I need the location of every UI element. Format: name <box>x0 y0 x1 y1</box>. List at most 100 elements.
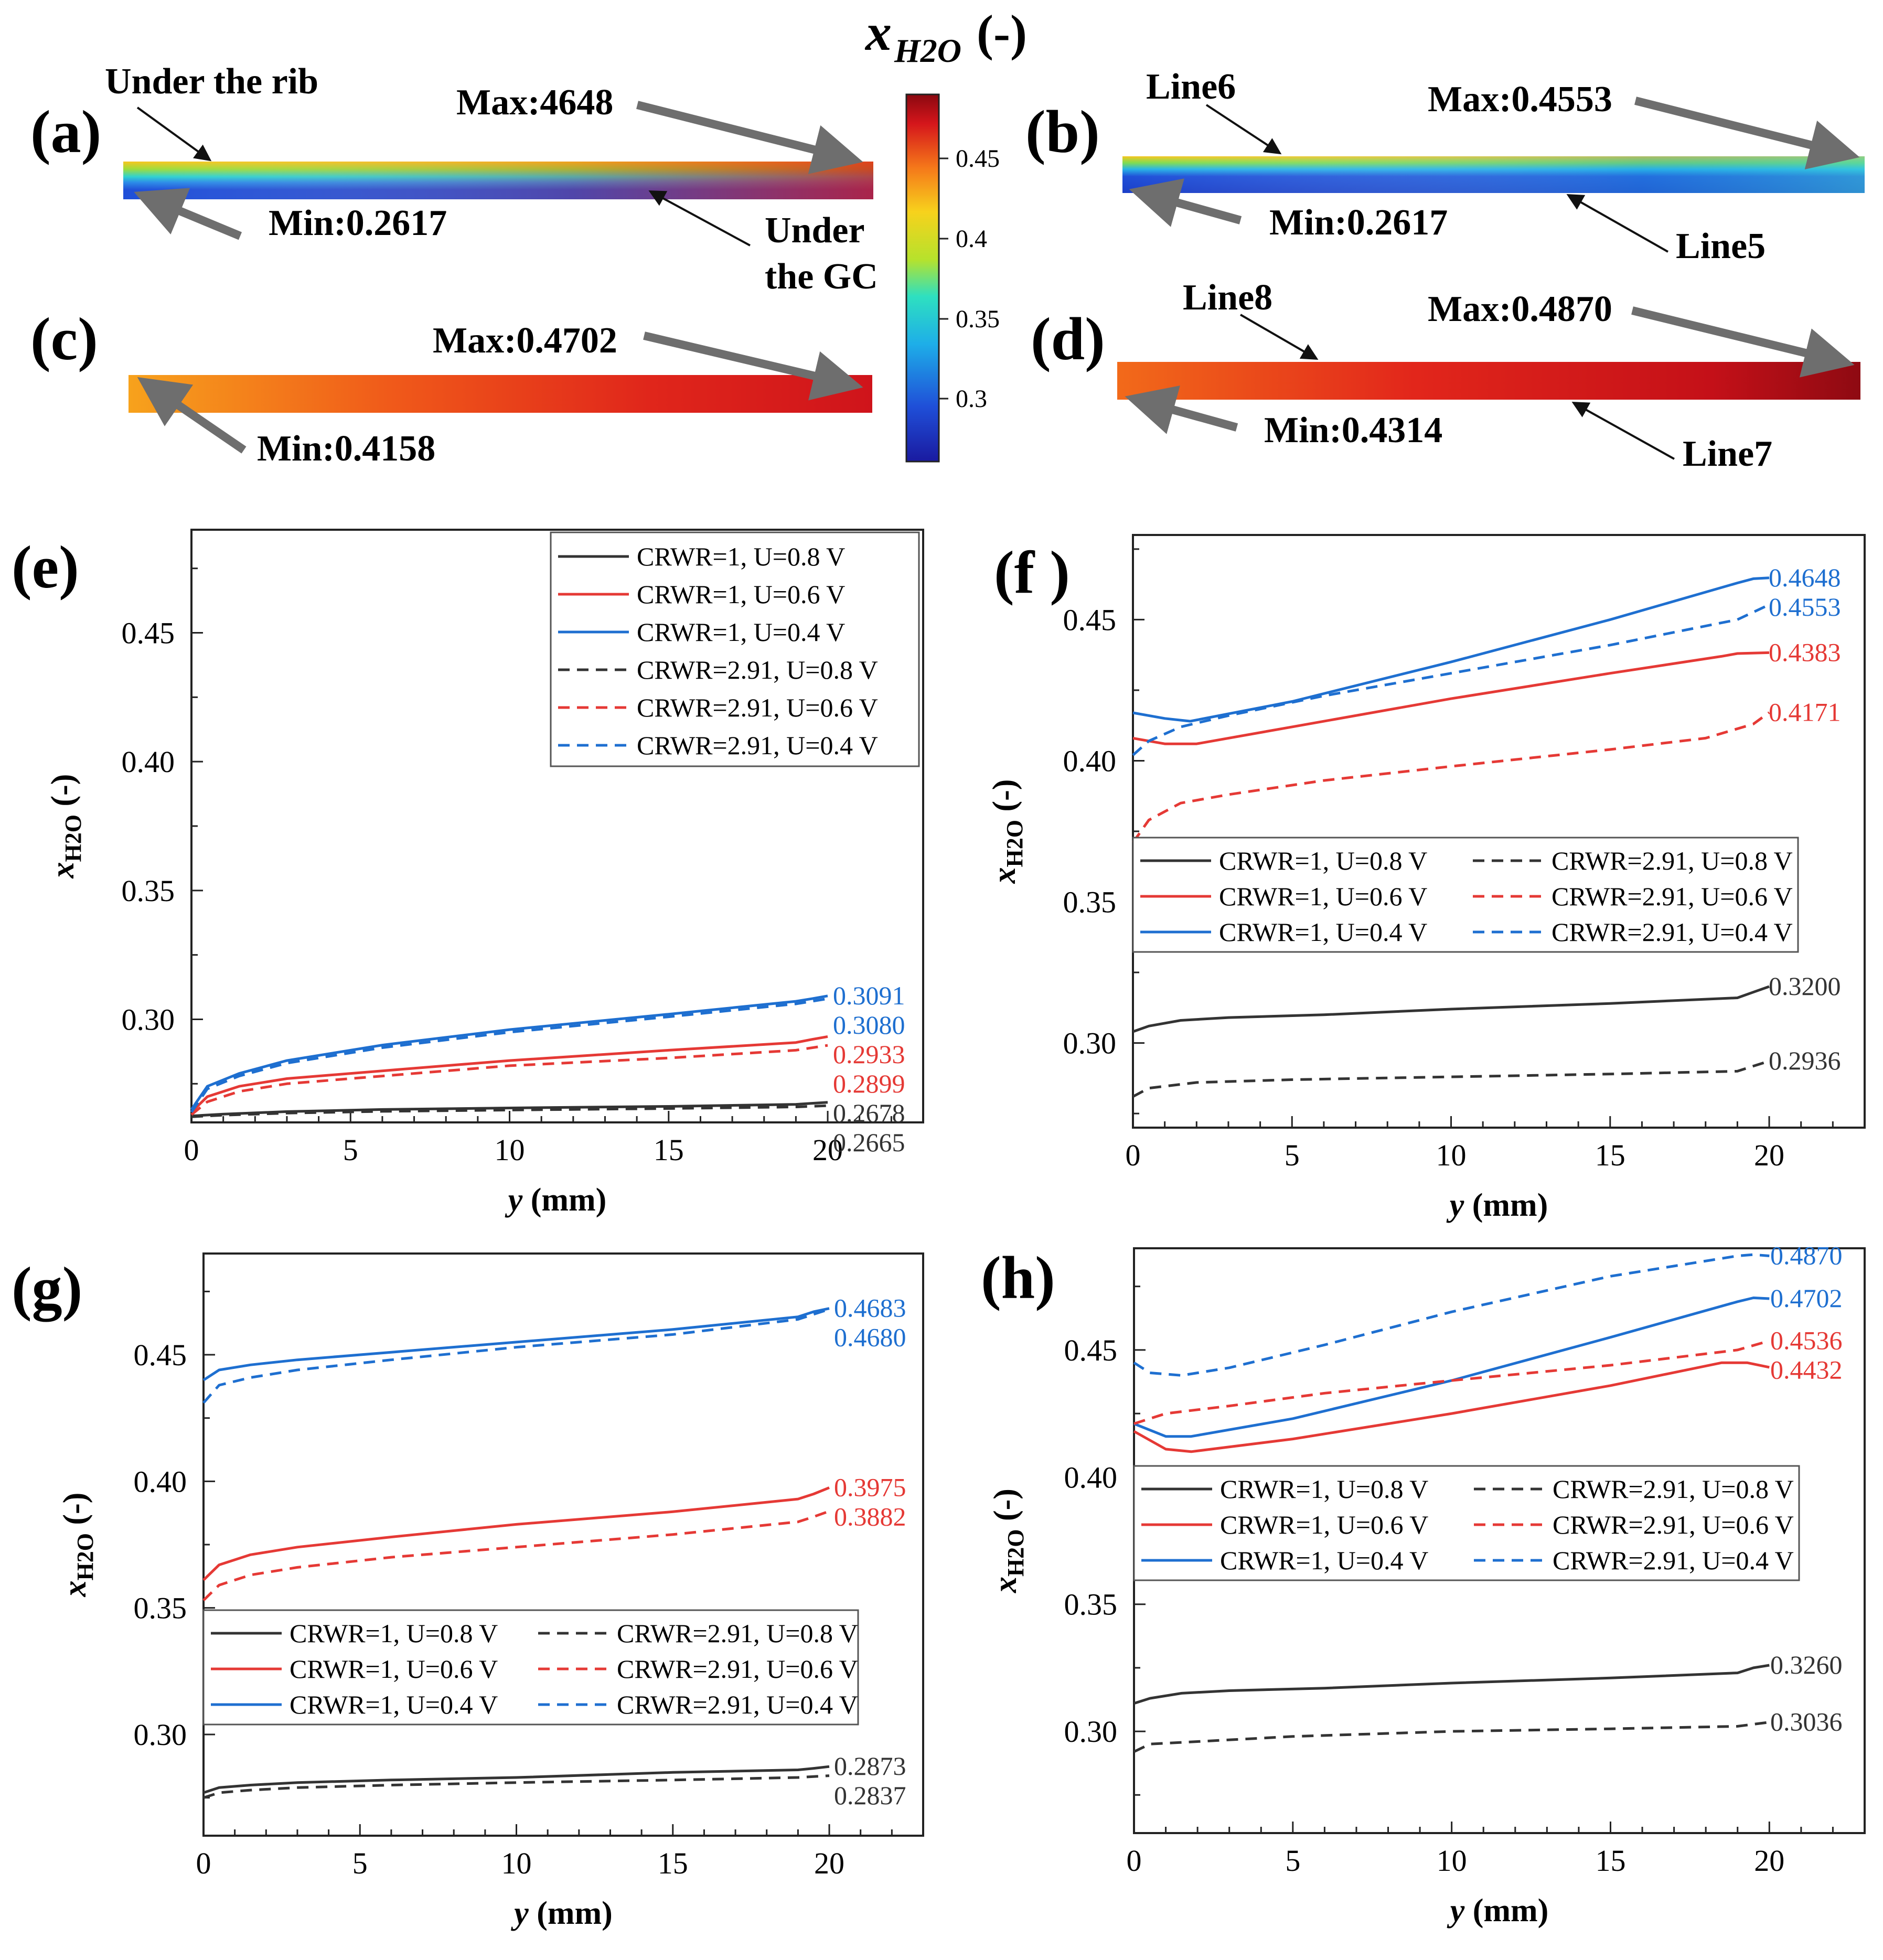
legend-label: CRWR=2.91, U=0.8 V <box>1553 1474 1794 1504</box>
contour-panel-a: (a) Under the rib Max:4648 Min:0.2617 Un… <box>30 61 878 297</box>
x-axis-label: y (mm) <box>1447 1893 1549 1929</box>
end-value-label: 0.3882 <box>834 1502 906 1531</box>
panel-label-d: (d) <box>1031 306 1105 373</box>
min-arrow <box>1129 178 1242 227</box>
max-arrow <box>643 331 863 401</box>
series-line <box>190 1035 828 1113</box>
contour-b-min: Min:0.2617 <box>1269 202 1448 243</box>
max-arrow <box>1634 97 1860 169</box>
contour-c-max: Max:0.4702 <box>433 320 617 361</box>
series-line <box>1132 576 1770 723</box>
panel-label-c: (c) <box>30 306 98 373</box>
y-tick-label: 0.30 <box>134 1718 187 1752</box>
end-value-label: 0.4432 <box>1770 1355 1843 1384</box>
x-tick-label: 10 <box>501 1846 532 1880</box>
contour-d-min: Min:0.4314 <box>1264 410 1442 451</box>
series-line <box>203 1774 830 1799</box>
end-value-label: 0.2837 <box>834 1781 906 1810</box>
chart-f: (f ) 0 5 10 15 20 0.30 0.35 0.40 0.45 y (mm) xH2O (… <box>987 534 1866 1223</box>
x-tick-label: 15 <box>1595 1844 1625 1878</box>
end-value-label: 0.4702 <box>1770 1283 1843 1313</box>
y-tick-label: 0.35 <box>134 1591 187 1625</box>
y-tick-label: 0.30 <box>1063 1026 1117 1061</box>
x-tick-label: 0 <box>196 1846 211 1880</box>
y-tick-label: 0.35 <box>122 874 175 908</box>
legend-label: CRWR=1, U=0.8 V <box>1219 846 1427 875</box>
contour-strip-d <box>1117 362 1860 400</box>
x-tick-label: 20 <box>1754 1138 1784 1172</box>
pointer-line <box>1205 104 1282 155</box>
colorbar-tick-label: 0.35 <box>956 305 1000 333</box>
colorbar-title-unit: (-) <box>977 5 1027 61</box>
end-value-label: 0.4383 <box>1769 637 1841 667</box>
series-line <box>202 1308 830 1404</box>
x-tick-label: 15 <box>658 1846 688 1880</box>
colorbar-tick-label: 0.3 <box>956 385 987 413</box>
legend-label: CRWR=1, U=0.4 V <box>290 1690 498 1719</box>
end-value-label: 0.3200 <box>1769 971 1841 1001</box>
legend-label: CRWR=2.91, U=0.4 V <box>637 731 878 760</box>
y-axis-label: xH2O (-) <box>57 1493 98 1598</box>
contour-strip-b-shade <box>1122 156 1865 193</box>
x-tick-label: 20 <box>814 1846 844 1880</box>
pointer-line <box>136 106 212 162</box>
contour-d-bottom-note: Line7 <box>1683 434 1772 474</box>
x-tick-label: 5 <box>343 1133 358 1167</box>
series-line <box>191 1101 828 1118</box>
legend-label: CRWR=2.91, U=0.8 V <box>617 1619 858 1648</box>
contour-panel-c: (c) Max:0.4702 Min:0.4158 <box>30 306 872 469</box>
pointer-line <box>1239 314 1319 360</box>
contour-panel-b: (b) Line6 Max:0.4553 Min:0.2617 Line5 <box>1025 67 1865 266</box>
x-axis-label: y (mm) <box>1446 1187 1548 1223</box>
legend-label: CRWR=2.91, U=0.6 V <box>1552 882 1793 911</box>
x-tick-label: 15 <box>654 1133 684 1167</box>
legend-label: CRWR=2.91, U=0.8 V <box>637 655 878 684</box>
y-tick-label: 0.35 <box>1064 1588 1118 1622</box>
contour-d-top-note: Line8 <box>1183 277 1272 318</box>
series-line <box>191 1104 828 1118</box>
legend-label: CRWR=1, U=0.4 V <box>1220 1546 1428 1575</box>
series-line <box>1132 603 1770 756</box>
min-arrow <box>1125 385 1238 434</box>
end-value-label: 0.4536 <box>1770 1325 1843 1355</box>
legend-label: CRWR=2.91, U=0.4 V <box>1553 1546 1794 1575</box>
x-tick-label: 10 <box>1437 1844 1467 1878</box>
pointer-line <box>1571 402 1675 460</box>
contour-strip-a-shade <box>123 162 873 199</box>
end-value-label: 0.4680 <box>834 1323 906 1352</box>
end-value-label: 0.3975 <box>834 1472 906 1502</box>
x-tick-label: 0 <box>1126 1138 1141 1172</box>
y-axis-label: xH2O (-) <box>988 1488 1029 1593</box>
legend-label: CRWR=1, U=0.8 V <box>637 542 845 571</box>
contour-a-max: Max:4648 <box>456 82 613 123</box>
end-value-label: 0.2899 <box>833 1069 905 1098</box>
x-tick-label: 0 <box>184 1133 199 1167</box>
y-axis-label: xH2O (-) <box>987 779 1028 884</box>
panel-label: (g) <box>12 1255 82 1322</box>
panel-label: (h) <box>981 1245 1055 1312</box>
series-line <box>1133 1361 1770 1453</box>
series-line <box>1133 1721 1770 1753</box>
colorbar-title: x <box>864 3 892 61</box>
series-line <box>1133 1664 1770 1705</box>
series-line <box>203 1765 830 1794</box>
contour-c-min: Min:0.4158 <box>257 429 435 469</box>
series-line <box>202 1509 830 1601</box>
x-tick-label: 5 <box>352 1846 368 1880</box>
y-tick-label: 0.40 <box>134 1464 187 1498</box>
end-value-label: 0.2936 <box>1769 1046 1841 1075</box>
x-axis-label: y (mm) <box>505 1182 607 1218</box>
plot-frame <box>1132 534 1866 1129</box>
legend-label: CRWR=1, U=0.6 V <box>1220 1510 1428 1539</box>
contour-d-max: Max:0.4870 <box>1428 289 1612 329</box>
min-arrow <box>134 188 242 240</box>
legend-label: CRWR=2.91, U=0.6 V <box>617 1654 858 1684</box>
series-line <box>190 997 828 1113</box>
legend-label: CRWR=1, U=0.6 V <box>637 580 845 609</box>
legend-label: CRWR=1, U=0.6 V <box>290 1654 498 1684</box>
series-line <box>202 1307 830 1381</box>
y-tick-label: 0.45 <box>1063 603 1117 637</box>
max-arrow <box>1631 306 1855 378</box>
y-tick-label: 0.40 <box>1063 744 1117 778</box>
